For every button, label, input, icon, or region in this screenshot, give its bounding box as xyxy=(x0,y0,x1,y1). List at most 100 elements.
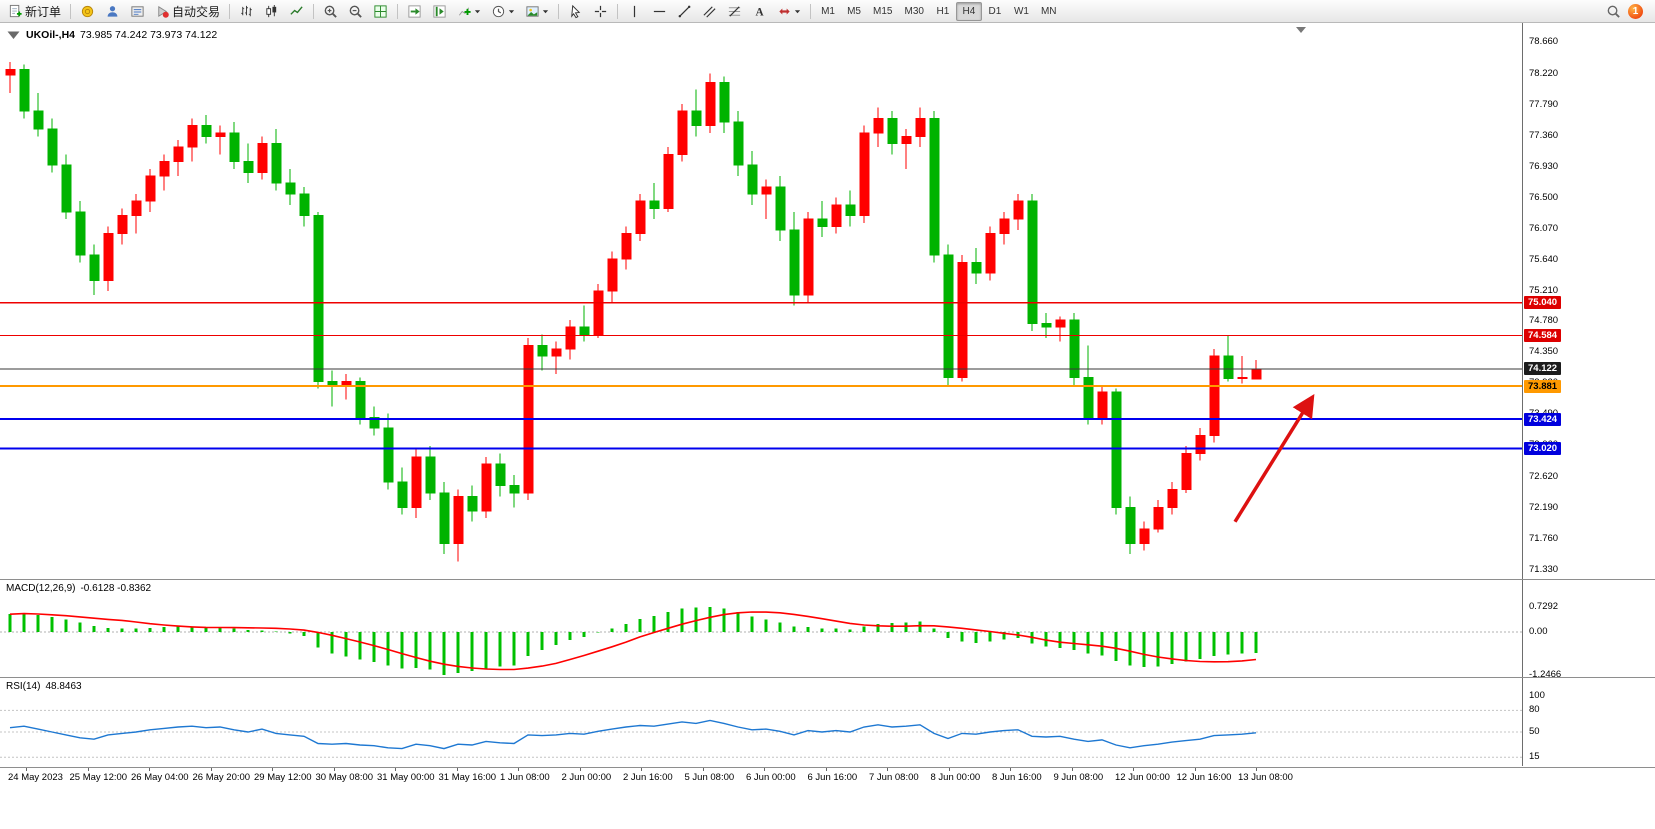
price-tick-label: 72.190 xyxy=(1529,502,1559,514)
trendline-icon xyxy=(677,4,692,19)
arrows-button[interactable] xyxy=(773,1,805,22)
search-icon[interactable] xyxy=(1606,4,1621,19)
time-label: 30 May 08:00 xyxy=(315,772,374,783)
timeframe-button-m30[interactable]: M30 xyxy=(904,5,924,17)
cursor-button[interactable] xyxy=(564,1,587,22)
toolbar-right: 1 xyxy=(1606,3,1652,19)
toolbar-buttons: 新订单 自动交易 A M1 M5 M15 M30 H1 H4 D1 W1 MN xyxy=(3,1,1063,22)
chevron-down-icon xyxy=(474,8,481,15)
time-label: 1 Jun 08:00 xyxy=(500,772,550,783)
terminal-icon xyxy=(130,4,145,19)
toolbar-separator xyxy=(397,3,399,19)
horizontal-line-button[interactable] xyxy=(648,1,671,22)
time-tick xyxy=(1194,768,1196,771)
time-label: 13 Jun 08:00 xyxy=(1238,772,1293,783)
autotrading-button[interactable]: 自动交易 xyxy=(151,1,224,22)
new-order-button[interactable]: 新订单 xyxy=(4,1,65,22)
macd-axis-label: 0.00 xyxy=(1529,626,1548,637)
crosshair-icon xyxy=(593,4,608,19)
indicators-button[interactable] xyxy=(453,1,485,22)
chart-shift-button[interactable] xyxy=(428,1,451,22)
time-label: 6 Jun 00:00 xyxy=(746,772,796,783)
price-tick-label: 74.780 xyxy=(1529,315,1559,327)
time-tick xyxy=(333,768,335,771)
timeframe-button-m1[interactable]: M1 xyxy=(821,5,835,17)
price-tag: 74.584 xyxy=(1524,329,1562,343)
zoom-out-button[interactable] xyxy=(344,1,367,22)
text-label-button[interactable]: A xyxy=(748,1,771,22)
macd-canvas[interactable] xyxy=(0,580,1522,677)
time-tick xyxy=(272,768,273,771)
time-label: 12 Jun 00:00 xyxy=(1115,772,1170,783)
time-label: 31 May 16:00 xyxy=(438,772,497,783)
timeframe-button-m15[interactable]: M15 xyxy=(873,5,893,17)
fibonacci-button[interactable] xyxy=(723,1,746,22)
fibonacci-icon xyxy=(727,4,742,19)
timeframe-button-w1[interactable]: W1 xyxy=(1013,5,1029,17)
horizontal-line-objects[interactable] xyxy=(0,302,1522,450)
panel-divider[interactable] xyxy=(0,579,1655,580)
bar-chart-icon xyxy=(239,4,254,19)
toolbar-separator xyxy=(617,3,619,19)
vertical-line-button[interactable] xyxy=(623,1,646,22)
line-chart-icon xyxy=(289,4,304,19)
rsi-axis-label: 50 xyxy=(1529,726,1540,737)
collapse-triangle-icon[interactable] xyxy=(6,27,21,42)
notification-badge[interactable]: 1 xyxy=(1628,3,1643,19)
timeframe-button-h1[interactable]: H1 xyxy=(936,5,950,17)
candlestick-button[interactable] xyxy=(260,1,283,22)
time-label: 2 Jun 00:00 xyxy=(561,772,612,783)
line-chart-button[interactable] xyxy=(285,1,308,22)
terminal-button[interactable] xyxy=(126,1,149,22)
navigator-icon xyxy=(105,4,120,19)
bar-chart-button[interactable] xyxy=(235,1,258,22)
price-tick-label: 71.760 xyxy=(1529,533,1559,545)
autotrading-button-label: 自动交易 xyxy=(172,4,221,19)
rsi-canvas[interactable] xyxy=(0,678,1522,766)
trend-arrow-annotation[interactable] xyxy=(1233,393,1315,523)
time-label: 6 Jun 16:00 xyxy=(807,772,858,783)
timeframe-button-m5[interactable]: M5 xyxy=(847,5,861,17)
time-label: 12 Jun 16:00 xyxy=(1176,772,1232,783)
auto-scroll-icon xyxy=(407,4,422,19)
timeframe-button-h4[interactable]: H4 xyxy=(955,1,982,21)
time-label: 26 May 04:00 xyxy=(131,772,189,783)
time-label: 5 Jun 08:00 xyxy=(684,772,735,783)
time-label: 9 Jun 08:00 xyxy=(1053,772,1104,783)
price-tick-label: 76.070 xyxy=(1529,222,1559,234)
price-axis[interactable]: 78.660 78.220 77.790 77.360 76.930 76.500 76.0… xyxy=(1522,23,1655,766)
zoom-in-button[interactable] xyxy=(319,1,342,22)
toolbar-separator xyxy=(229,3,231,19)
time-label: 29 May 12:00 xyxy=(254,772,312,783)
navigator-button[interactable] xyxy=(101,1,124,22)
toolbar: 新订单 自动交易 A M1 M5 M15 M30 H1 H4 D1 W1 MN 1 xyxy=(0,0,1655,23)
timeframe-button-d1[interactable]: D1 xyxy=(988,5,1002,17)
channel-button[interactable] xyxy=(698,1,721,22)
rsi-axis-label: 100 xyxy=(1529,690,1545,701)
market-watch-icon xyxy=(80,4,95,19)
zoom-in-icon xyxy=(323,4,338,19)
toolbar-separator xyxy=(313,3,315,19)
cursor-icon xyxy=(568,4,583,19)
chevron-down-icon xyxy=(508,8,515,15)
new-order-button-label: 新订单 xyxy=(25,4,62,19)
tile-windows-button[interactable] xyxy=(369,1,392,22)
chart-shift-marker-icon[interactable] xyxy=(1296,27,1306,33)
price-tick-label: 75.210 xyxy=(1529,284,1559,296)
auto-scroll-button[interactable] xyxy=(403,1,426,22)
time-axis[interactable]: 24 May 2023 25 May 12:00 26 May 04:00 26 Ma… xyxy=(0,767,1655,785)
market-watch-button[interactable] xyxy=(76,1,99,22)
toolbar-separator xyxy=(70,3,72,19)
time-label: 8 Jun 00:00 xyxy=(930,772,981,783)
chart-symbol-title: UKOil-,H4 xyxy=(26,28,76,41)
trendline-button[interactable] xyxy=(673,1,696,22)
timeframe-button-mn[interactable]: MN xyxy=(1040,5,1057,17)
time-tick xyxy=(1133,768,1134,771)
crosshair-button[interactable] xyxy=(589,1,612,22)
main-chart-canvas[interactable] xyxy=(0,23,1522,579)
price-tag: 73.020 xyxy=(1524,441,1562,455)
templates-button[interactable] xyxy=(521,1,553,22)
panel-divider[interactable] xyxy=(0,677,1655,678)
time-tick xyxy=(764,768,765,771)
periods-button[interactable] xyxy=(487,1,519,22)
